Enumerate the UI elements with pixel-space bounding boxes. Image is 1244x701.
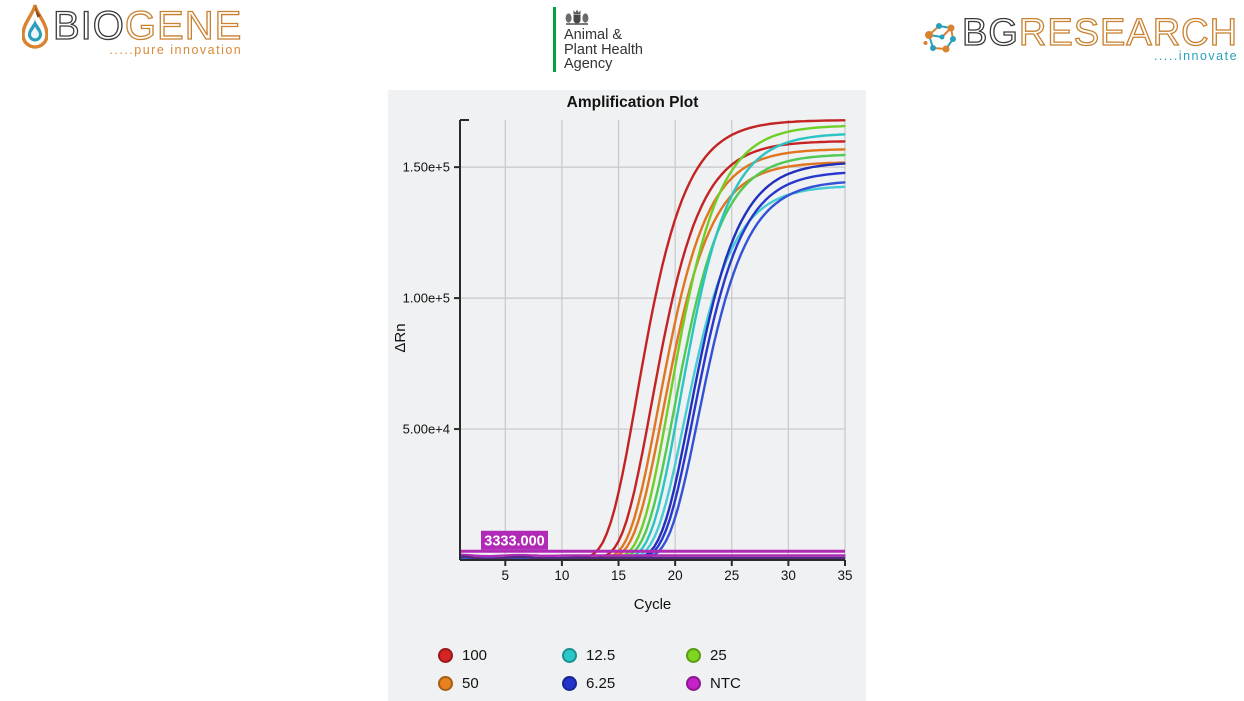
legend-label: 12.5 (586, 647, 616, 664)
svg-text:1.00e+5: 1.00e+5 (403, 291, 450, 306)
svg-text:5: 5 (502, 568, 510, 583)
svg-text:1.50e+5: 1.50e+5 (403, 160, 450, 175)
bg-research-wordmark: BGRESEARCH (961, 11, 1239, 54)
legend-item: 6.25 (562, 674, 686, 693)
royal-crest-icon (565, 9, 589, 25)
legend-marker-icon (562, 676, 577, 691)
legend-label: 50 (462, 675, 479, 692)
amplification-plot: 3333.000 5 10 15 20 25 30 35 5.00e+4 1.00e+5 1.50e… (392, 94, 853, 613)
legend-item: 12.5 (562, 646, 686, 665)
bg-research-logo: BGRESEARCH .....innovate (922, 11, 1239, 63)
svg-text:3333.000: 3333.000 (484, 533, 544, 549)
svg-text:10: 10 (554, 568, 569, 583)
legend-item: 25 (686, 646, 810, 665)
legend-label: 6.25 (586, 675, 616, 692)
svg-text:5.00e+4: 5.00e+4 (403, 422, 450, 437)
svg-text:25: 25 (724, 568, 739, 583)
legend-item: 100 (438, 646, 562, 665)
molecule-network-icon (923, 23, 956, 53)
legend-item: 50 (438, 674, 562, 693)
biogene-wordmark-bio: BIO (52, 3, 125, 48)
plot-legend: 100 12.5 25 50 6.25 NTC (438, 646, 810, 693)
x-axis-label: Cycle (634, 596, 672, 613)
svg-text:15: 15 (611, 568, 626, 583)
legend-marker-icon (686, 648, 701, 663)
biogene-wordmark: BIOGENE (52, 3, 243, 48)
biogene-logo: BIOGENE .....pure innovation (22, 3, 243, 57)
legend-label: NTC (710, 675, 741, 692)
axes: 5 10 15 20 25 30 35 5.00e+4 1.00e+5 1.50e+5 (403, 119, 853, 583)
header: BIOGENE .....pure innovation Animal & Pl… (0, 0, 1244, 76)
amplification-curves (460, 119, 846, 560)
svg-text:30: 30 (781, 568, 796, 583)
legend-label: 100 (462, 647, 488, 664)
bg-wordmark-research: RESEARCH (1018, 11, 1239, 54)
legend-marker-icon (686, 676, 701, 691)
y-axis-label: ΔRn (392, 323, 409, 352)
header-divider-bar (0, 76, 1244, 84)
legend-marker-icon (562, 648, 577, 663)
legend-marker-icon (438, 676, 453, 691)
apha-line1: Animal & (564, 27, 623, 43)
bg-wordmark-bg: BG (961, 11, 1019, 54)
biogene-tagline: .....pure innovation (109, 43, 243, 57)
amplification-plot-panel: 3333.000 5 10 15 20 25 30 35 5.00e+4 1.00e+5 1.50e… (388, 90, 866, 701)
bg-research-tagline: .....innovate (1153, 49, 1239, 63)
apha-line2: Plant Health (564, 41, 643, 58)
threshold-label: 3333.000 (481, 530, 548, 550)
apha-logo: Animal & Plant Health Agency (553, 7, 643, 72)
svg-text:20: 20 (668, 568, 683, 583)
apha-line3: Agency (564, 56, 613, 72)
svg-text:35: 35 (837, 568, 852, 583)
legend-label: 25 (710, 647, 727, 664)
legend-item: NTC (686, 674, 810, 693)
legend-marker-icon (438, 648, 453, 663)
biogene-wordmark-gene: GENE (124, 3, 243, 48)
chart-title: Amplification Plot (567, 94, 699, 111)
droplet-icon (22, 4, 48, 49)
